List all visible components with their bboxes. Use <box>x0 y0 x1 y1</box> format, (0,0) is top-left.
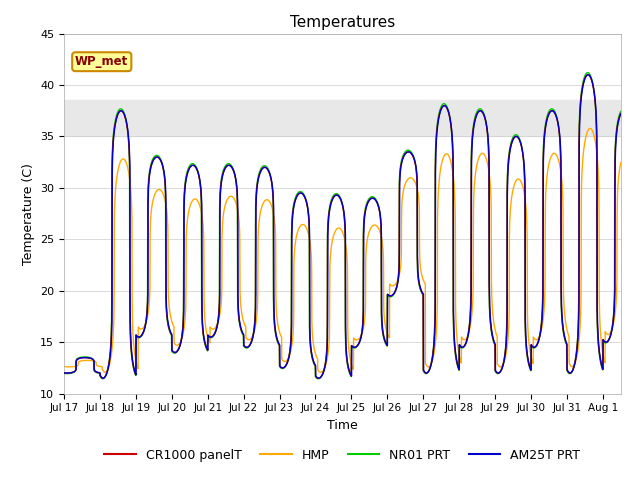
Bar <box>64 100 621 136</box>
Text: WP_met: WP_met <box>75 55 129 68</box>
Title: Temperatures: Temperatures <box>290 15 395 30</box>
Legend: CR1000 panelT, HMP, NR01 PRT, AM25T PRT: CR1000 panelT, HMP, NR01 PRT, AM25T PRT <box>99 444 586 467</box>
X-axis label: Time: Time <box>327 419 358 432</box>
Y-axis label: Temperature (C): Temperature (C) <box>22 163 35 264</box>
